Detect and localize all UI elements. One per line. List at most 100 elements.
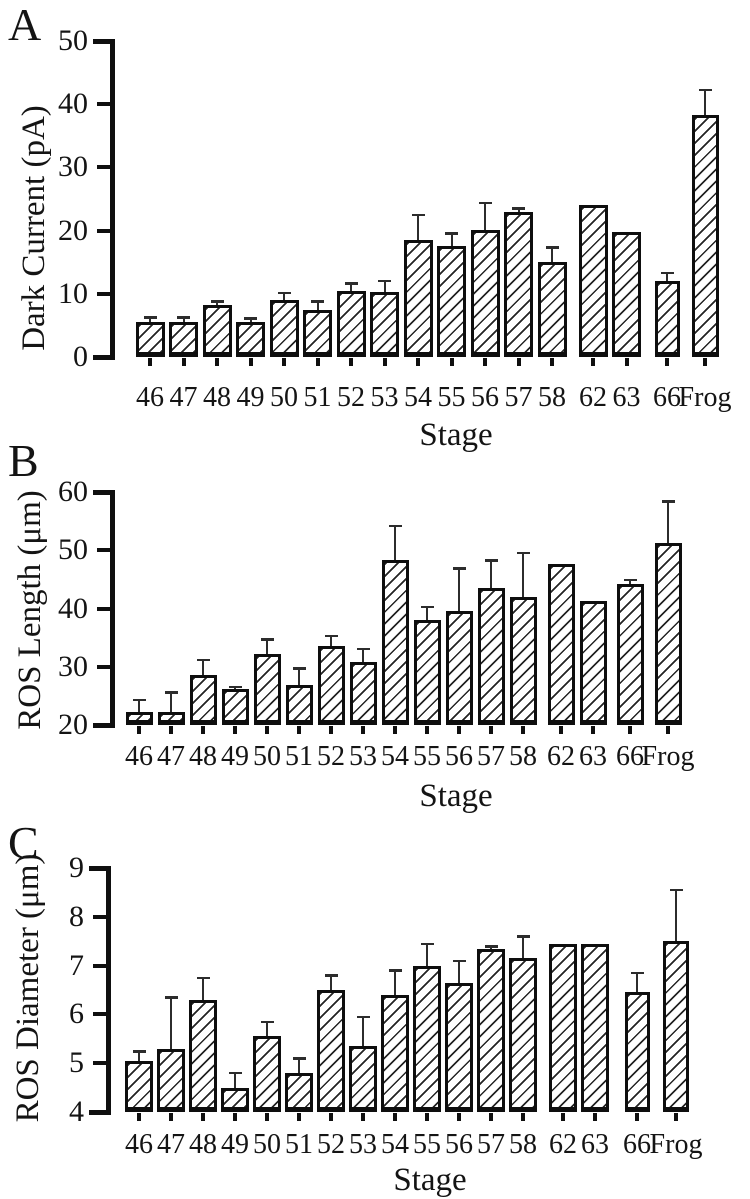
bar-56 bbox=[470, 229, 500, 357]
error-bar-cap bbox=[324, 634, 338, 638]
x-tick-label: 58 bbox=[509, 741, 537, 772]
x-tick bbox=[483, 358, 487, 366]
x-axis-title: Stage bbox=[419, 778, 493, 814]
x-tick-label: 54 bbox=[404, 382, 432, 413]
x-tick-label: 48 bbox=[203, 382, 231, 413]
x-tick-label: 58 bbox=[538, 382, 566, 413]
bar-58 bbox=[509, 596, 537, 725]
error-bar-line bbox=[182, 317, 185, 322]
error-bar-cap bbox=[445, 232, 458, 235]
error-bar-cap bbox=[452, 959, 466, 963]
y-tick bbox=[93, 489, 110, 495]
error-bar-line bbox=[216, 301, 218, 305]
x-tick bbox=[635, 1113, 639, 1121]
bar-63 bbox=[612, 232, 641, 357]
error-bar-cap bbox=[132, 698, 146, 702]
x-tick bbox=[425, 726, 429, 734]
x-tick-label: 55 bbox=[437, 382, 466, 413]
bar-50 bbox=[269, 300, 299, 357]
error-bar-cap bbox=[164, 691, 178, 694]
panel-letter-a: A bbox=[8, 0, 42, 50]
y-tick bbox=[97, 548, 110, 553]
x-tick-label: 66 bbox=[616, 741, 644, 772]
bar-51 bbox=[285, 684, 313, 725]
x-tick-label: 47 bbox=[169, 382, 198, 413]
x-tick-label: 57 bbox=[477, 741, 505, 772]
error-bar-cap bbox=[228, 1071, 242, 1075]
x-tick bbox=[137, 726, 141, 734]
error-bar-line bbox=[362, 1016, 364, 1047]
error-bar-line bbox=[666, 272, 668, 282]
error-bar-cap bbox=[196, 976, 210, 980]
bar-frog bbox=[691, 114, 719, 357]
x-tick bbox=[457, 1113, 461, 1121]
bar-54 bbox=[381, 559, 409, 725]
y-tick-label: 5 bbox=[69, 1046, 84, 1080]
error-bar-line bbox=[675, 889, 677, 942]
x-tick-label: 62 bbox=[547, 741, 575, 772]
x-tick bbox=[516, 358, 521, 366]
y-tick bbox=[89, 865, 106, 871]
error-bar-cap bbox=[244, 317, 257, 320]
x-tick-label: 53 bbox=[349, 1129, 377, 1160]
error-bar-cap bbox=[388, 969, 402, 972]
x-tick bbox=[233, 1113, 237, 1121]
bar-46 bbox=[125, 711, 153, 725]
y-tick bbox=[93, 1061, 106, 1066]
error-bar-line bbox=[636, 972, 638, 993]
error-bar-line bbox=[350, 283, 352, 292]
bar-62 bbox=[549, 943, 577, 1112]
x-tick-label: 56 bbox=[445, 1129, 473, 1160]
x-tick-label: 52 bbox=[317, 741, 345, 772]
x-tick bbox=[349, 358, 353, 366]
bar-47 bbox=[157, 711, 185, 725]
y-tick-label: 50 bbox=[58, 24, 88, 57]
x-tick bbox=[361, 1113, 365, 1121]
x-tick-label: 52 bbox=[337, 382, 365, 413]
error-bar-line bbox=[202, 659, 204, 676]
error-bar-line bbox=[426, 606, 428, 620]
y-tick-label: 8 bbox=[69, 899, 84, 933]
bar-54 bbox=[381, 994, 409, 1112]
bar-52 bbox=[317, 990, 345, 1112]
x-tick-label: 55 bbox=[413, 1129, 441, 1160]
bar-62 bbox=[578, 205, 608, 357]
x-tick bbox=[628, 726, 632, 734]
x-tick bbox=[137, 1113, 141, 1121]
error-bar-line bbox=[298, 668, 300, 685]
x-tick bbox=[201, 726, 205, 734]
error-bar-cap bbox=[388, 524, 402, 528]
error-bar-line bbox=[249, 318, 252, 322]
error-bar-cap bbox=[177, 316, 190, 319]
bar-53 bbox=[349, 661, 377, 725]
x-tick-label: Frog bbox=[641, 741, 695, 772]
bar-55 bbox=[437, 245, 466, 357]
error-bar-cap bbox=[661, 500, 675, 503]
error-bar-line bbox=[484, 202, 486, 230]
y-axis-spine bbox=[110, 489, 115, 728]
error-bar-line bbox=[283, 292, 285, 301]
y-tick bbox=[97, 102, 110, 107]
error-bar-cap bbox=[669, 888, 683, 892]
error-bar-line bbox=[490, 560, 492, 588]
x-tick bbox=[201, 1113, 205, 1121]
x-tick bbox=[297, 726, 301, 734]
error-bar-cap bbox=[260, 638, 274, 641]
error-bar-cap bbox=[344, 282, 358, 285]
y-tick bbox=[89, 1109, 106, 1115]
y-tick-label: 40 bbox=[58, 87, 88, 121]
error-bar-cap bbox=[698, 88, 712, 92]
y-tick-label: 30 bbox=[58, 649, 88, 683]
y-tick-label: 7 bbox=[69, 948, 84, 982]
y-tick-label: 6 bbox=[69, 997, 84, 1031]
x-tick bbox=[591, 726, 595, 734]
x-tick bbox=[233, 726, 237, 734]
x-tick bbox=[489, 1113, 493, 1121]
error-bar-cap bbox=[356, 647, 370, 651]
x-tick-label: 53 bbox=[349, 741, 377, 772]
bar-51 bbox=[285, 1072, 313, 1112]
y-tick-label: 0 bbox=[73, 340, 88, 373]
y-tick bbox=[93, 1012, 106, 1017]
